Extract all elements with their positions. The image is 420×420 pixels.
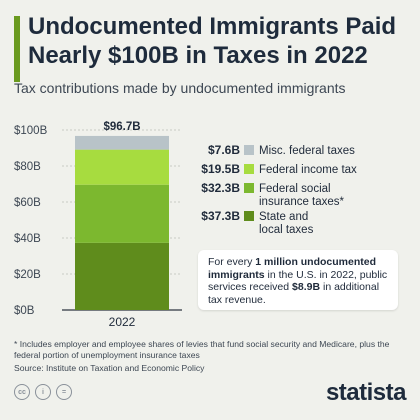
legend-value: $32.3B	[201, 181, 240, 195]
callout-bold-2: $8.9B	[292, 281, 321, 293]
total-value-label: $96.7B	[103, 121, 140, 133]
legend-swatch	[244, 183, 254, 193]
y-tick-label: $40B	[14, 233, 41, 245]
legend-label: Misc. federal taxes	[259, 145, 355, 157]
title-accent-bar	[14, 16, 20, 82]
y-tick-label: $60B	[14, 197, 41, 209]
source-line: Source: Institute on Taxation and Econom…	[14, 363, 205, 373]
legend-label: local taxes	[259, 224, 314, 236]
legend-value: $19.5B	[201, 162, 240, 176]
chart-subtitle: Tax contributions made by undocumented i…	[14, 80, 346, 96]
license-icons: cc i =	[14, 384, 72, 400]
footnote: * Includes employer and employee shares …	[14, 339, 390, 360]
statista-logo[interactable]: statista	[325, 379, 407, 406]
legend-value: $37.3B	[201, 209, 240, 223]
legend-swatch	[244, 145, 254, 155]
callout-text-3: in additional tax revenue.	[208, 281, 380, 306]
x-category-label: 2022	[109, 315, 136, 329]
legend-label: State and	[259, 211, 308, 223]
info-icon[interactable]: i	[35, 384, 51, 400]
y-tick-label: $0B	[14, 305, 35, 317]
bar-segment-1	[75, 242, 169, 310]
bar-segment-4	[75, 135, 169, 150]
bar-segment-3	[75, 149, 169, 185]
callout-text-1: For every	[208, 256, 256, 268]
legend-label: Federal income tax	[259, 164, 357, 176]
callout-box: For every 1 million undocumented immigra…	[198, 250, 398, 310]
y-tick-label: $100B	[14, 125, 48, 137]
legend-swatch	[244, 211, 254, 221]
y-tick-label: $80B	[14, 161, 41, 173]
equals-icon[interactable]: =	[56, 384, 72, 400]
callout-text-2: in the U.S. in 2022, public services rec…	[208, 268, 388, 294]
legend-label: insurance taxes*	[259, 196, 345, 208]
legend-label: Federal social	[259, 183, 331, 195]
legend-swatch	[244, 164, 254, 174]
bar-segment-2	[75, 184, 169, 243]
y-tick-label: $20B	[14, 269, 41, 281]
callout-bold-1: 1 million undocumented immigrants	[208, 256, 377, 281]
chart-title: Undocumented Immigrants Paid Nearly $100…	[28, 13, 397, 69]
cc-icon[interactable]: cc	[14, 384, 30, 400]
legend-value: $7.6B	[208, 143, 240, 157]
